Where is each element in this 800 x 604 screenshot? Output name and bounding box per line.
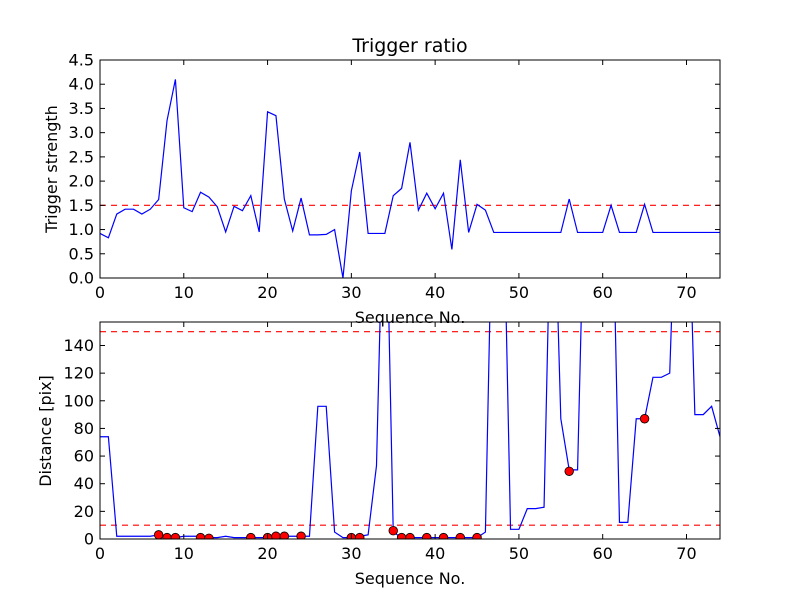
data-point-marker — [472, 532, 482, 539]
x-axis-label: Sequence No. — [355, 569, 466, 588]
x-tick-label: 30 — [341, 283, 361, 302]
y-tick-label: 0.5 — [69, 244, 94, 263]
y-tick-label: 1.0 — [69, 220, 94, 239]
y-axis-label: Distance [pix] — [36, 375, 55, 487]
chart-title: Trigger ratio — [351, 35, 467, 57]
data-point-marker — [438, 532, 449, 539]
data-point-marker — [639, 414, 650, 424]
x-axis-label: Sequence No. — [355, 308, 466, 327]
x-tick-label: 40 — [425, 283, 445, 302]
x-tick-label: 10 — [174, 544, 194, 563]
y-tick-label: 80 — [74, 419, 94, 438]
y-tick-label: 3.0 — [69, 123, 94, 142]
data-point-marker — [279, 531, 290, 539]
y-tick-label: 20 — [74, 502, 94, 521]
data-point-marker — [204, 533, 214, 539]
data-point-marker — [246, 532, 256, 539]
y-tick-label: 2.0 — [69, 172, 94, 191]
data-point-marker — [388, 526, 398, 536]
distance-panel: Sequence No. Distance [pix] 0 10 20 30 40 50 6… — [36, 321, 721, 588]
data-point-marker — [455, 532, 465, 539]
x-tick-label: 60 — [593, 544, 613, 563]
x-tick-label: 40 — [425, 544, 445, 563]
x-tick-label: 50 — [509, 544, 529, 563]
data-point-marker — [153, 530, 164, 539]
data-point-marker — [405, 532, 415, 539]
y-tick-label: 4.5 — [69, 51, 94, 70]
data-point-marker — [170, 532, 181, 539]
x-tick-label: 50 — [509, 283, 529, 302]
plot-frame — [99, 59, 721, 279]
y-tick-label: 140 — [63, 336, 94, 355]
y-tick-label: 1.5 — [69, 196, 94, 215]
x-tick-label: 30 — [341, 544, 361, 563]
x-tick-label: 0 — [95, 283, 105, 302]
y-tick-label: 2.5 — [69, 147, 94, 166]
y-tick-label: 0 — [84, 530, 94, 549]
y-tick-label: 3.5 — [69, 99, 94, 118]
x-tick-label: 60 — [593, 283, 613, 302]
x-tick-label: 0 — [95, 544, 105, 563]
trigger-ratio-panel: Trigger ratio Sequence No. Trigger stren… — [42, 35, 721, 327]
y-tick-label: 60 — [74, 447, 94, 466]
plot-frame — [99, 321, 721, 540]
y-tick-label: 0.0 — [69, 269, 94, 288]
y-tick-label: 100 — [63, 391, 94, 410]
y-axis-label: Trigger strength — [42, 105, 61, 234]
x-tick-label: 20 — [257, 283, 277, 302]
plot-data-layer — [100, 322, 720, 539]
y-tick-label: 120 — [63, 364, 94, 383]
plot-data-layer — [100, 79, 720, 278]
y-tick-label: 4.0 — [69, 75, 94, 94]
data-point-marker — [355, 532, 365, 539]
x-tick-label: 70 — [676, 283, 696, 302]
data-point-marker — [422, 532, 432, 539]
data-point-marker — [564, 466, 574, 476]
x-tick-label: 10 — [174, 283, 194, 302]
data-point-marker — [296, 531, 306, 539]
y-tick-label: 40 — [74, 474, 94, 493]
data-series-line — [100, 79, 720, 278]
x-tick-label: 20 — [257, 544, 277, 563]
x-tick-label: 70 — [676, 544, 696, 563]
